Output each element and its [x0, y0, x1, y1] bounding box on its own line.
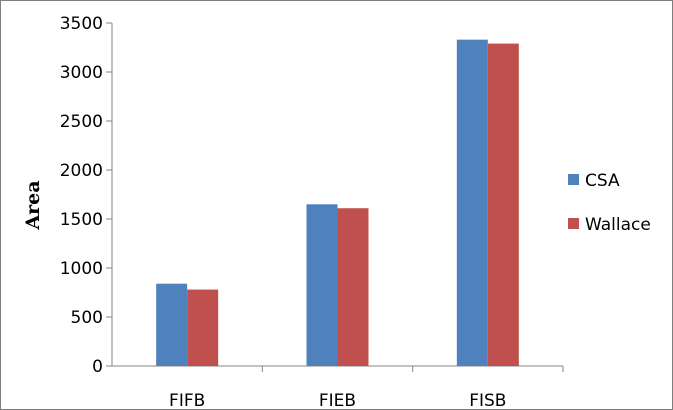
y-axis-title: Area [22, 180, 44, 230]
y-tick-label: 500 [71, 308, 103, 328]
legend-swatch [568, 174, 579, 185]
bar-csa-fieb [306, 204, 338, 366]
x-category-label: FIEB [319, 391, 356, 410]
y-tick-label: 2000 [60, 161, 103, 181]
legend-swatch [568, 218, 579, 229]
y-tick-label: 3000 [60, 63, 103, 83]
x-category-label: FISB [469, 391, 506, 410]
y-axis-ticks: 0 500 1000 1500 2000 2500 3000 3500 [60, 14, 112, 377]
plot-area [111, 23, 563, 367]
bar-wallace-fieb [337, 208, 369, 366]
bar-wallace-fisb [487, 43, 519, 366]
x-category-label: FIFB [169, 391, 205, 410]
x-axis-categories: FIFB FIEB FISB [169, 366, 564, 410]
y-tick-label: 1500 [60, 210, 103, 230]
y-tick-label: 2500 [60, 112, 103, 132]
legend-label: Wallace [585, 215, 651, 235]
bar-wallace-fifb [187, 289, 219, 366]
y-tick-label: 1000 [60, 259, 103, 279]
legend: CSA Wallace [568, 171, 651, 235]
y-tick-label: 0 [92, 357, 103, 377]
y-tick-label: 3500 [60, 14, 103, 34]
bar-csa-fifb [156, 283, 188, 366]
legend-label: CSA [585, 171, 620, 191]
bar-csa-fisb [456, 39, 488, 366]
